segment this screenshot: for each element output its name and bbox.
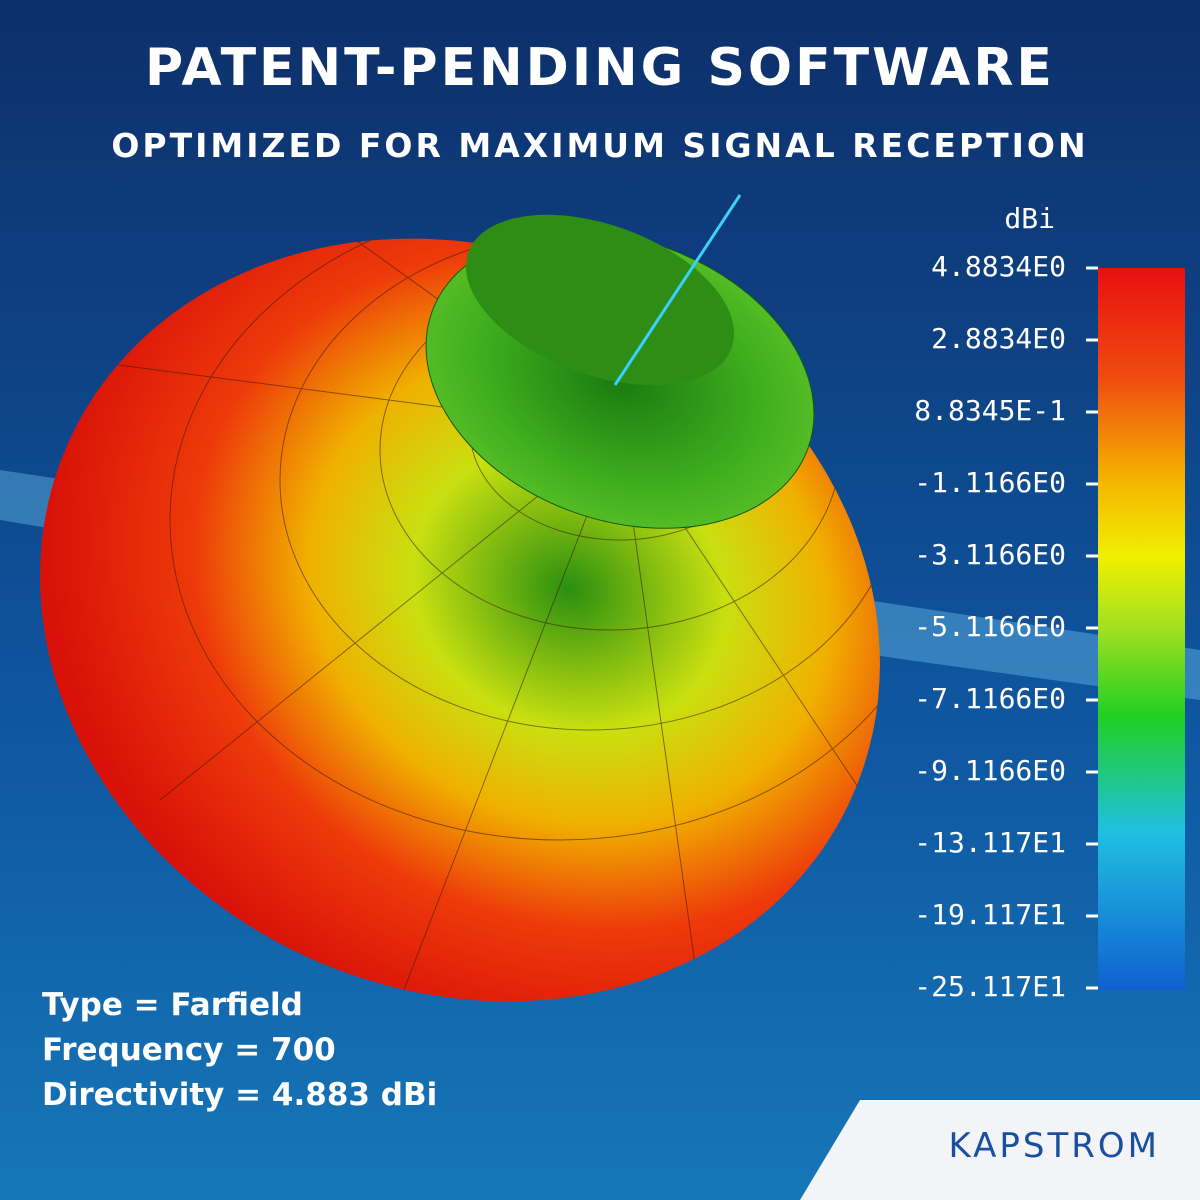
colorbar-unit: dBi (1004, 202, 1055, 235)
colorbar-label: 4.8834E0 (931, 250, 1066, 283)
colorbar-label: 2.8834E0 (931, 322, 1066, 355)
colorbar-label: -9.1166E0 (914, 754, 1066, 787)
colorbar (1098, 268, 1185, 990)
brand-panel (800, 1100, 1200, 1200)
info-line: Frequency = 700 (42, 1032, 336, 1068)
colorbar-label: -19.117E1 (914, 898, 1066, 931)
colorbar-label: 8.8345E-1 (914, 394, 1066, 427)
title: PATENT-PENDING SOFTWARE (145, 38, 1055, 98)
brand: KAPSTROM (948, 1126, 1160, 1166)
colorbar-label: -13.117E1 (914, 826, 1066, 859)
info-line: Directivity = 4.883 dBi (42, 1077, 437, 1113)
colorbar-label: -7.1166E0 (914, 682, 1066, 715)
colorbar-label: -5.1166E0 (914, 610, 1066, 643)
subtitle: OPTIMIZED FOR MAXIMUM SIGNAL RECEPTION (111, 126, 1088, 165)
colorbar-label: -1.1166E0 (914, 466, 1066, 499)
axis-line (613, 194, 742, 386)
colorbar-label: -3.1166E0 (914, 538, 1066, 571)
colorbar-label: -25.117E1 (914, 970, 1066, 1003)
lobe-inner (465, 214, 735, 386)
info-line: Type = Farfield (42, 987, 303, 1023)
